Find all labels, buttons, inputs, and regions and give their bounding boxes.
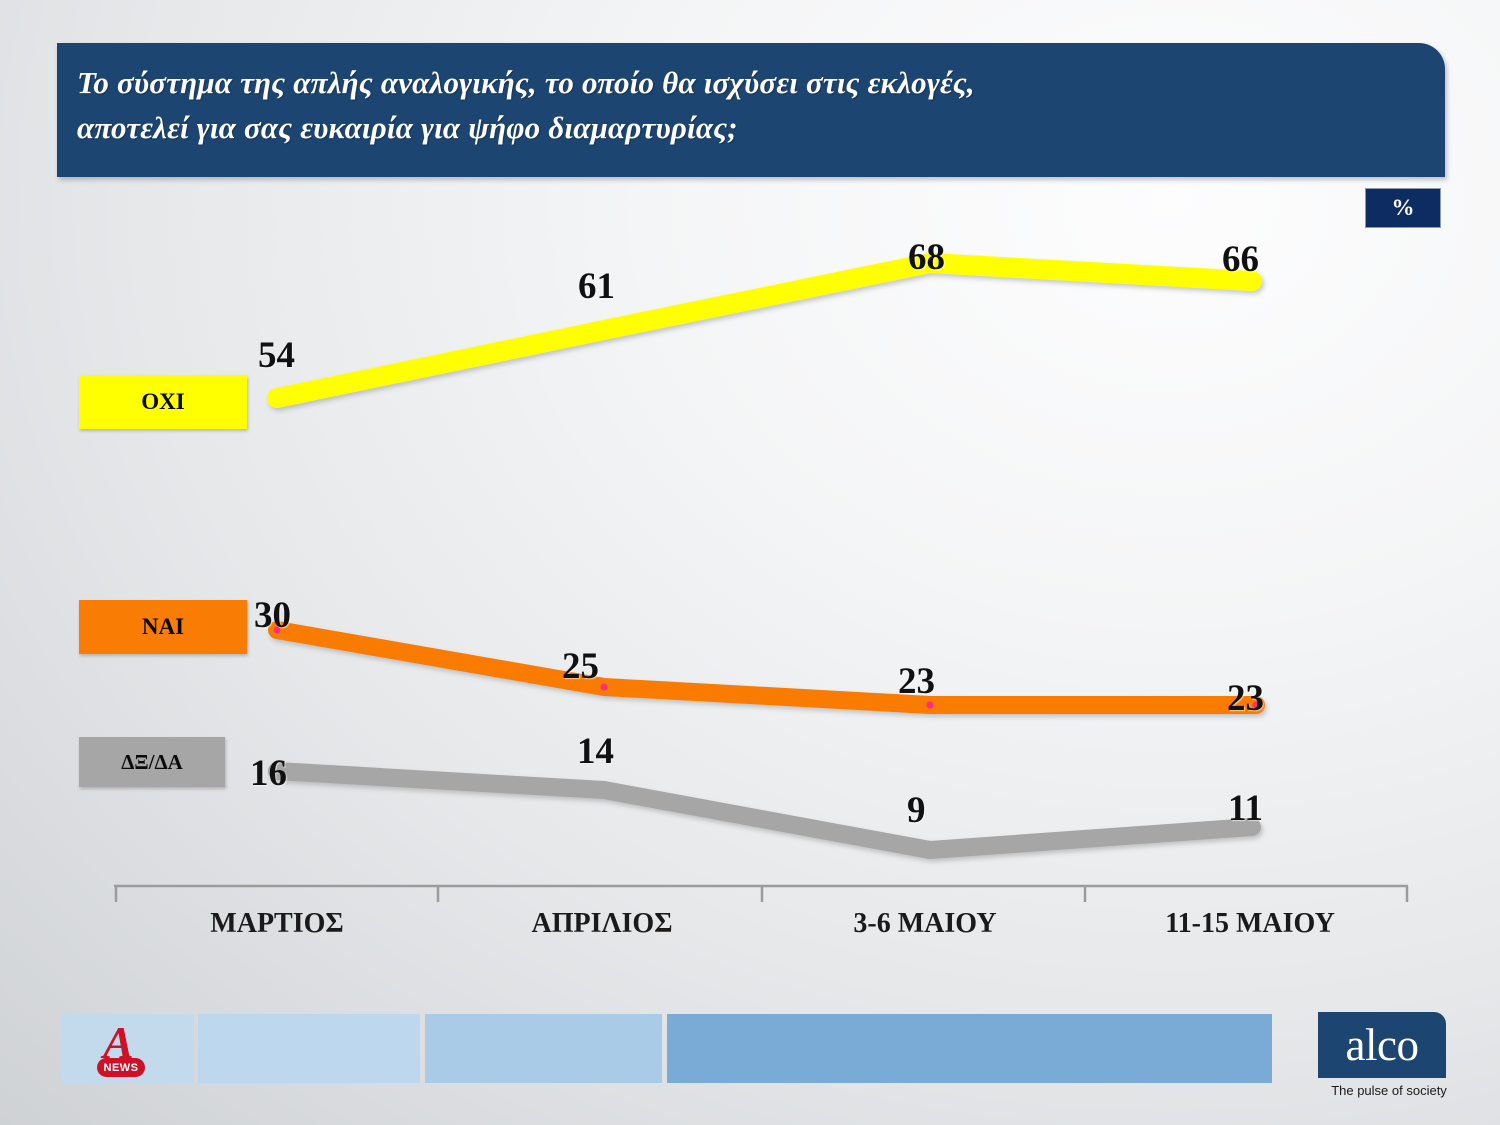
series-line-dxda <box>268 762 1261 859</box>
data-label-dxda-3: 11 <box>1228 788 1263 829</box>
alco-logo: alco <box>1318 1012 1446 1078</box>
data-label-oxi-2: 68 <box>908 237 945 278</box>
legend-label-oxi: ΟΧΙ <box>141 389 185 414</box>
data-label-oxi-3: 66 <box>1222 239 1259 280</box>
legend-item-nai: ΝΑΙ <box>79 600 247 654</box>
footer-segment-3 <box>425 1014 662 1083</box>
data-label-nai-2: 23 <box>898 661 935 702</box>
data-label-oxi-0: 54 <box>258 335 295 376</box>
x-axis-label-0: ΜΑΡΤΙΟΣ <box>210 908 344 939</box>
page-title: Το σύστημα της απλής αναλογικής, το οποί… <box>77 65 975 145</box>
data-label-nai-3: 23 <box>1227 678 1264 719</box>
data-label-nai-0: 30 <box>254 595 291 636</box>
data-label-nai-1: 25 <box>562 646 599 687</box>
x-axis-label-1: ΑΠΡΙΛΙΟΣ <box>531 908 673 939</box>
x-axis-label-2: 3-6 ΜΑΙΟΥ <box>853 908 997 939</box>
x-axis-label-3: 11-15 ΜΑΙΟΥ <box>1165 908 1335 939</box>
x-axis <box>114 884 1409 902</box>
data-label-dxda-0: 16 <box>250 753 287 794</box>
data-label-oxi-1: 61 <box>578 266 615 307</box>
legend-label-nai: ΝΑΙ <box>141 614 185 639</box>
footer-segment-2 <box>198 1014 420 1083</box>
data-label-dxda-2: 9 <box>907 790 926 831</box>
title-bar: Το σύστημα της απλής αναλογικής, το οποί… <box>57 43 1445 177</box>
legend-label-dxda: ΔΞ/ΔΑ <box>121 749 183 774</box>
alpha-news-logo: Α NEWS <box>95 1017 155 1078</box>
percent-badge: % <box>1365 188 1441 228</box>
series-line-nai <box>268 621 1265 714</box>
data-label-dxda-1: 14 <box>577 731 614 772</box>
alpha-letter-icon: Α <box>103 1017 134 1068</box>
news-pill-label: NEWS <box>97 1058 145 1077</box>
alco-logo-text: alco <box>1345 1019 1419 1070</box>
alco-tagline: The pulse of society <box>1331 1083 1447 1098</box>
legend-item-oxi: ΟΧΙ <box>79 375 247 429</box>
footer-segment-4 <box>667 1014 1272 1083</box>
series-line-oxi <box>267 253 1262 408</box>
series-markers-nai <box>273 626 1260 709</box>
legend-item-dxda: ΔΞ/ΔΑ <box>79 737 225 787</box>
